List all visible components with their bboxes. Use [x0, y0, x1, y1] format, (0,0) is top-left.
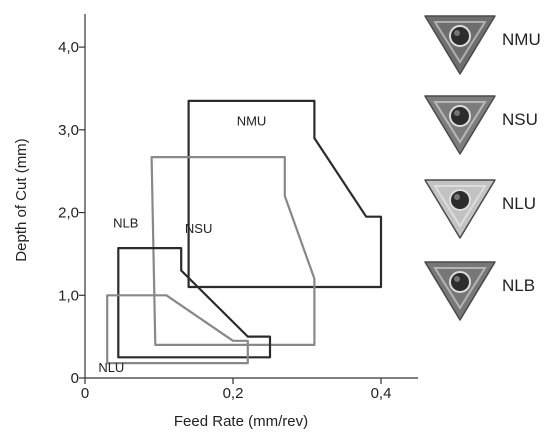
insert-nsu-label: NSU — [502, 110, 538, 129]
insert-nsu-icon — [424, 95, 496, 155]
chart-axes — [84, 14, 418, 379]
x-tick-label: 0 — [81, 385, 89, 402]
region-label-nlb: NLB — [113, 215, 138, 230]
insert-nmu-label: NMU — [502, 30, 541, 49]
region-label-nmu: NMU — [237, 114, 267, 129]
y-axis-title: Depth of Cut (mm) — [13, 138, 30, 261]
x-axis-title: Feed Rate (mm/rev) — [174, 413, 308, 430]
chart-regions — [106, 99, 383, 365]
chart: 0 0,2 0,4 0 1,0 2,0 3,0 4,0 NMU NSU NLB NLU Feed R… — [13, 14, 418, 430]
x-tick-label: 0,4 — [371, 385, 392, 402]
insert-nlb-icon — [424, 261, 496, 321]
insert-nlu-label: NLU — [502, 194, 537, 213]
y-tick-label: 3,0 — [58, 122, 79, 139]
region-nlu — [106, 294, 249, 365]
region-nmu — [187, 99, 383, 289]
region-nlb — [117, 247, 272, 359]
chart-ticks: 0 0,2 0,4 0 1,0 2,0 3,0 4,0 — [58, 39, 391, 402]
insert-nlb-label: NLB — [502, 276, 536, 295]
region-label-nsu: NSU — [185, 221, 212, 236]
insert-nmu-icon — [424, 15, 496, 75]
chart-labels: NMU NSU NLB NLU — [98, 114, 266, 376]
y-tick-label: 0 — [71, 370, 79, 387]
region-nsu — [150, 156, 316, 346]
y-tick-label: 1,0 — [58, 287, 79, 304]
y-tick-label: 4,0 — [58, 39, 79, 56]
y-tick-label: 2,0 — [58, 205, 79, 222]
insert-nlu-icon — [424, 179, 496, 239]
x-tick-label: 0,2 — [223, 385, 244, 402]
region-label-nlu: NLU — [98, 360, 124, 375]
